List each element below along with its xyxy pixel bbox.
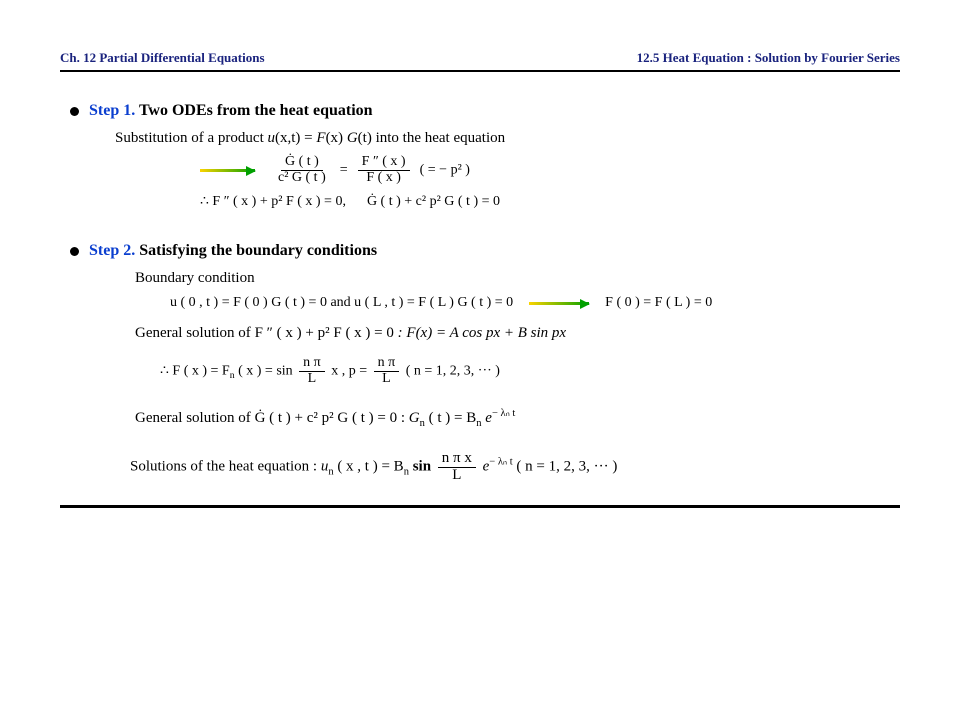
step1-odes: ∴ F ″ ( x ) + p² F ( x ) = 0, Ġ ( t ) + … [200, 193, 900, 210]
step1-label: Step 1. [89, 102, 135, 119]
text: (x,t) [275, 130, 300, 146]
text: x , p = [331, 364, 370, 379]
text: − λₙ t [489, 456, 512, 467]
text: ( = − p² ) [420, 162, 470, 177]
text: F ″ ( x ) [358, 155, 410, 171]
text: ( x , t ) = B [334, 458, 404, 474]
step2-general-solution-F: General solution of F ″ ( x ) + p² F ( x… [135, 325, 900, 342]
text: Ġ ( t ) [281, 155, 323, 171]
text: F [316, 130, 325, 146]
step2-Fn: ∴ F ( x ) = Fn ( x ) = sin n πL x , p = … [160, 356, 900, 386]
text: − λₙ t [492, 408, 515, 419]
header-rule [60, 70, 900, 72]
step1-title: Two ODEs from the heat equation [135, 102, 372, 119]
step2-solutions: Solutions of the heat equation : un ( x … [130, 451, 900, 484]
text: n π [299, 356, 325, 372]
text: L [378, 372, 395, 387]
step2-heading: Step 2. Satisfying the boundary conditio… [70, 242, 900, 260]
text: : F(x) = A cos px + B sin px [398, 325, 566, 341]
text: n π [374, 356, 400, 372]
text: ( t ) = B [425, 410, 476, 426]
slide-page: Ch. 12 Partial Differential Equations 12… [0, 0, 960, 720]
bullet-icon [70, 247, 79, 256]
text: c² G ( t ) [274, 171, 330, 186]
math-text: u ( 0 , t ) = F ( 0 ) G ( t ) = 0 and u … [170, 295, 513, 311]
step2-bc-label: Boundary condition [135, 270, 900, 287]
text: General solution of [135, 410, 255, 426]
text: u [268, 130, 276, 146]
math-text: F ″ ( x ) + p² F ( x ) = 0 [255, 325, 394, 341]
step2-bc-equation: u ( 0 , t ) = F ( 0 ) G ( t ) = 0 and u … [170, 295, 900, 311]
step1-subtext: Substitution of a product u(x,t) = F(x) … [115, 130, 900, 147]
step2-title: Satisfying the boundary conditions [135, 242, 377, 259]
text: F ( x ) [362, 171, 405, 186]
math: ∴ F ( x ) = Fn ( x ) = sin n πL x , p = … [160, 356, 500, 386]
text: General solution of [135, 325, 255, 341]
text: e [482, 410, 492, 426]
text: n [404, 466, 409, 477]
text: sin [413, 458, 435, 474]
step1-heading: Step 1. Two ODEs from the heat equation [70, 102, 900, 120]
text: G [347, 130, 358, 146]
slide-header: Ch. 12 Partial Differential Equations 12… [60, 50, 900, 66]
math: Ġ ( t )c² G ( t ) = F ″ ( x )F ( x ) ( =… [271, 155, 470, 185]
text: Solutions of the heat equation : [130, 458, 321, 474]
text: : [401, 410, 409, 426]
text: (x) [326, 130, 347, 146]
text: = [300, 130, 316, 146]
text: G [409, 410, 420, 426]
math-text: Ġ ( t ) + c² p² G ( t ) = 0 [255, 410, 398, 426]
text: ( n = 1, 2, 3, ··· ) [516, 458, 617, 474]
text: (t) [358, 130, 372, 146]
arrow-icon [529, 302, 589, 305]
step2-label: Step 2. [89, 242, 135, 259]
math-text: ∴ F ″ ( x ) + p² F ( x ) = 0, Ġ ( t ) + … [200, 193, 500, 210]
header-right: 12.5 Heat Equation : Solution by Fourier… [637, 50, 900, 66]
text: ∴ F ( x ) = F [160, 364, 230, 379]
header-left: Ch. 12 Partial Differential Equations [60, 50, 265, 66]
text: L [448, 468, 465, 484]
text: ( n = 1, 2, 3, ··· ) [406, 364, 500, 379]
math-text: F ( 0 ) = F ( L ) = 0 [605, 295, 712, 311]
text: into the heat equation [372, 130, 505, 146]
text: Substitution of a product [115, 130, 268, 146]
text: ( x ) = sin [235, 364, 297, 379]
step1-separation-equation: Ġ ( t )c² G ( t ) = F ″ ( x )F ( x ) ( =… [200, 155, 900, 185]
step2-general-solution-G: General solution of Ġ ( t ) + c² p² G ( … [135, 407, 900, 429]
footer-rule [60, 505, 900, 508]
arrow-icon [200, 169, 255, 172]
bullet-icon [70, 107, 79, 116]
text: n π x [438, 451, 476, 468]
text: L [304, 372, 321, 387]
